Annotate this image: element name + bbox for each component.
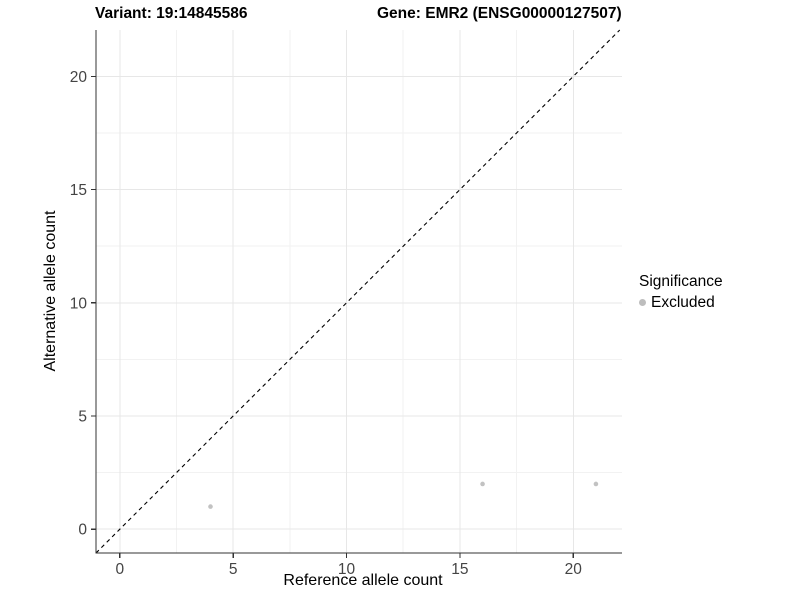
variant-title: Variant: 19:14845586: [95, 5, 248, 22]
legend-title: Significance: [639, 273, 723, 290]
legend-item-label: Excluded: [651, 294, 715, 311]
y-tick-label: 20: [70, 69, 88, 86]
y-axis-title: Alternative allele count: [42, 210, 59, 372]
legend-key-dot: [639, 299, 646, 306]
x-axis-title: Reference allele count: [283, 572, 443, 589]
data-point: [593, 481, 599, 487]
data-point: [480, 481, 485, 487]
x-tick-label: 0: [115, 561, 124, 578]
x-tick-label: 10: [338, 561, 356, 578]
y-tick-label: 5: [78, 409, 87, 426]
x-tick-label: 5: [229, 561, 238, 578]
y-tick-label: 0: [78, 522, 87, 539]
gene-title: Gene: EMR2 (ENSG00000127507): [377, 5, 622, 22]
y-tick-label: 15: [70, 182, 87, 199]
y-tick-label: 10: [70, 295, 88, 312]
identity-reference-line: [95, 29, 621, 554]
legend-item: Excluded: [639, 293, 723, 312]
x-tick-label: 20: [565, 561, 583, 578]
legend: Significance Excluded: [639, 272, 723, 312]
x-tick-label: 15: [451, 561, 468, 578]
data-point: [208, 504, 213, 509]
